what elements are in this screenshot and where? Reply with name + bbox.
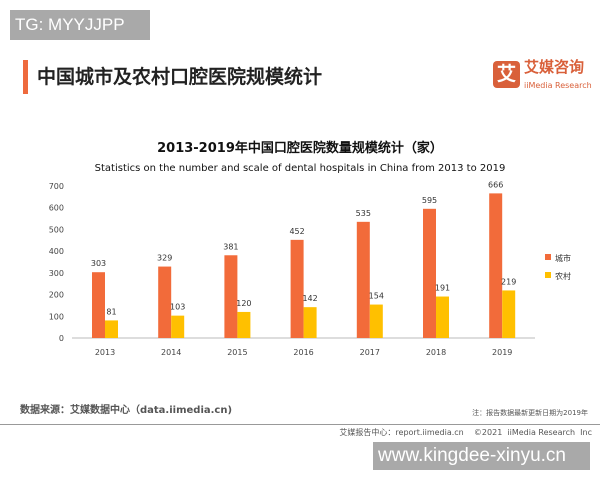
title-accent-bar (23, 60, 28, 94)
bar-urban (356, 221, 370, 338)
bar-urban (423, 208, 436, 338)
x-tick-label: 2015 (227, 348, 247, 357)
y-tick-label: 600 (49, 204, 64, 213)
bar-rural (105, 320, 118, 338)
data-label: 120 (236, 299, 251, 308)
legend-label: 农村 (555, 271, 571, 281)
y-tick-label: 500 (49, 225, 64, 234)
logo-mark: 艾 (493, 61, 520, 88)
x-tick-label: 2017 (360, 348, 380, 357)
footer-credit: 艾媒报告中心：report.iimedia.cn ©2021 iiMedia R… (339, 428, 592, 437)
data-label: 154 (369, 292, 384, 301)
x-tick-label: 2018 (426, 348, 446, 357)
chart-subtitle: Statistics on the number and scale of de… (94, 163, 506, 174)
bar-urban (158, 266, 172, 338)
legend-swatch (545, 254, 551, 260)
bar-rural (436, 296, 449, 338)
data-label: 219 (501, 277, 516, 286)
y-tick-label: 0 (59, 334, 64, 343)
data-label: 666 (488, 180, 503, 189)
logo-cn: 艾媒咨询 (524, 58, 585, 76)
y-tick-label: 300 (49, 269, 64, 278)
x-tick-label: 2019 (492, 348, 512, 357)
logo-en: iiMedia Research (524, 81, 592, 90)
y-tick-label: 100 (49, 312, 64, 321)
page-title: 中国城市及农村口腔医院规模统计 (37, 66, 323, 88)
y-tick-label: 700 (49, 182, 64, 191)
data-label: 81 (106, 307, 116, 316)
bar-urban (224, 255, 238, 338)
x-tick-label: 2013 (95, 348, 115, 357)
bar-urban (290, 239, 304, 338)
bar-rural (303, 307, 317, 338)
legend-swatch (545, 272, 551, 278)
bar-rural (237, 311, 251, 338)
watermark-bottom: www.kingdee-xinyu.cn (373, 442, 590, 470)
legend-label: 城市 (555, 253, 571, 263)
bar-rural (502, 290, 516, 338)
bar-urban (489, 193, 503, 338)
bar-rural (171, 315, 185, 338)
x-tick-label: 2014 (161, 348, 181, 357)
data-label: 142 (302, 294, 317, 303)
data-label: 452 (289, 227, 304, 236)
logo: 艾 艾媒咨询 iiMedia Research (493, 58, 597, 96)
y-tick-label: 400 (49, 247, 64, 256)
data-source: 数据来源：艾媒数据中心（data.iimedia.cn) (20, 405, 233, 416)
data-label: 381 (223, 242, 238, 251)
data-label: 103 (170, 303, 185, 312)
data-label: 303 (91, 259, 106, 268)
bar-rural (369, 304, 383, 338)
data-label: 595 (422, 196, 437, 205)
data-label: 329 (157, 254, 172, 263)
data-label: 535 (356, 209, 371, 218)
update-note: 注：报告数据最新更新日期为2019年 (472, 409, 588, 417)
watermark-top: TG: MYYJJPP (10, 10, 150, 40)
bar-urban (92, 272, 105, 338)
footer-divider (0, 424, 600, 425)
x-tick-label: 2016 (293, 348, 313, 357)
data-label: 191 (435, 284, 450, 293)
chart-title: 2013-2019年中国口腔医院数量规模统计（家） (157, 141, 443, 156)
y-tick-label: 200 (49, 291, 64, 300)
